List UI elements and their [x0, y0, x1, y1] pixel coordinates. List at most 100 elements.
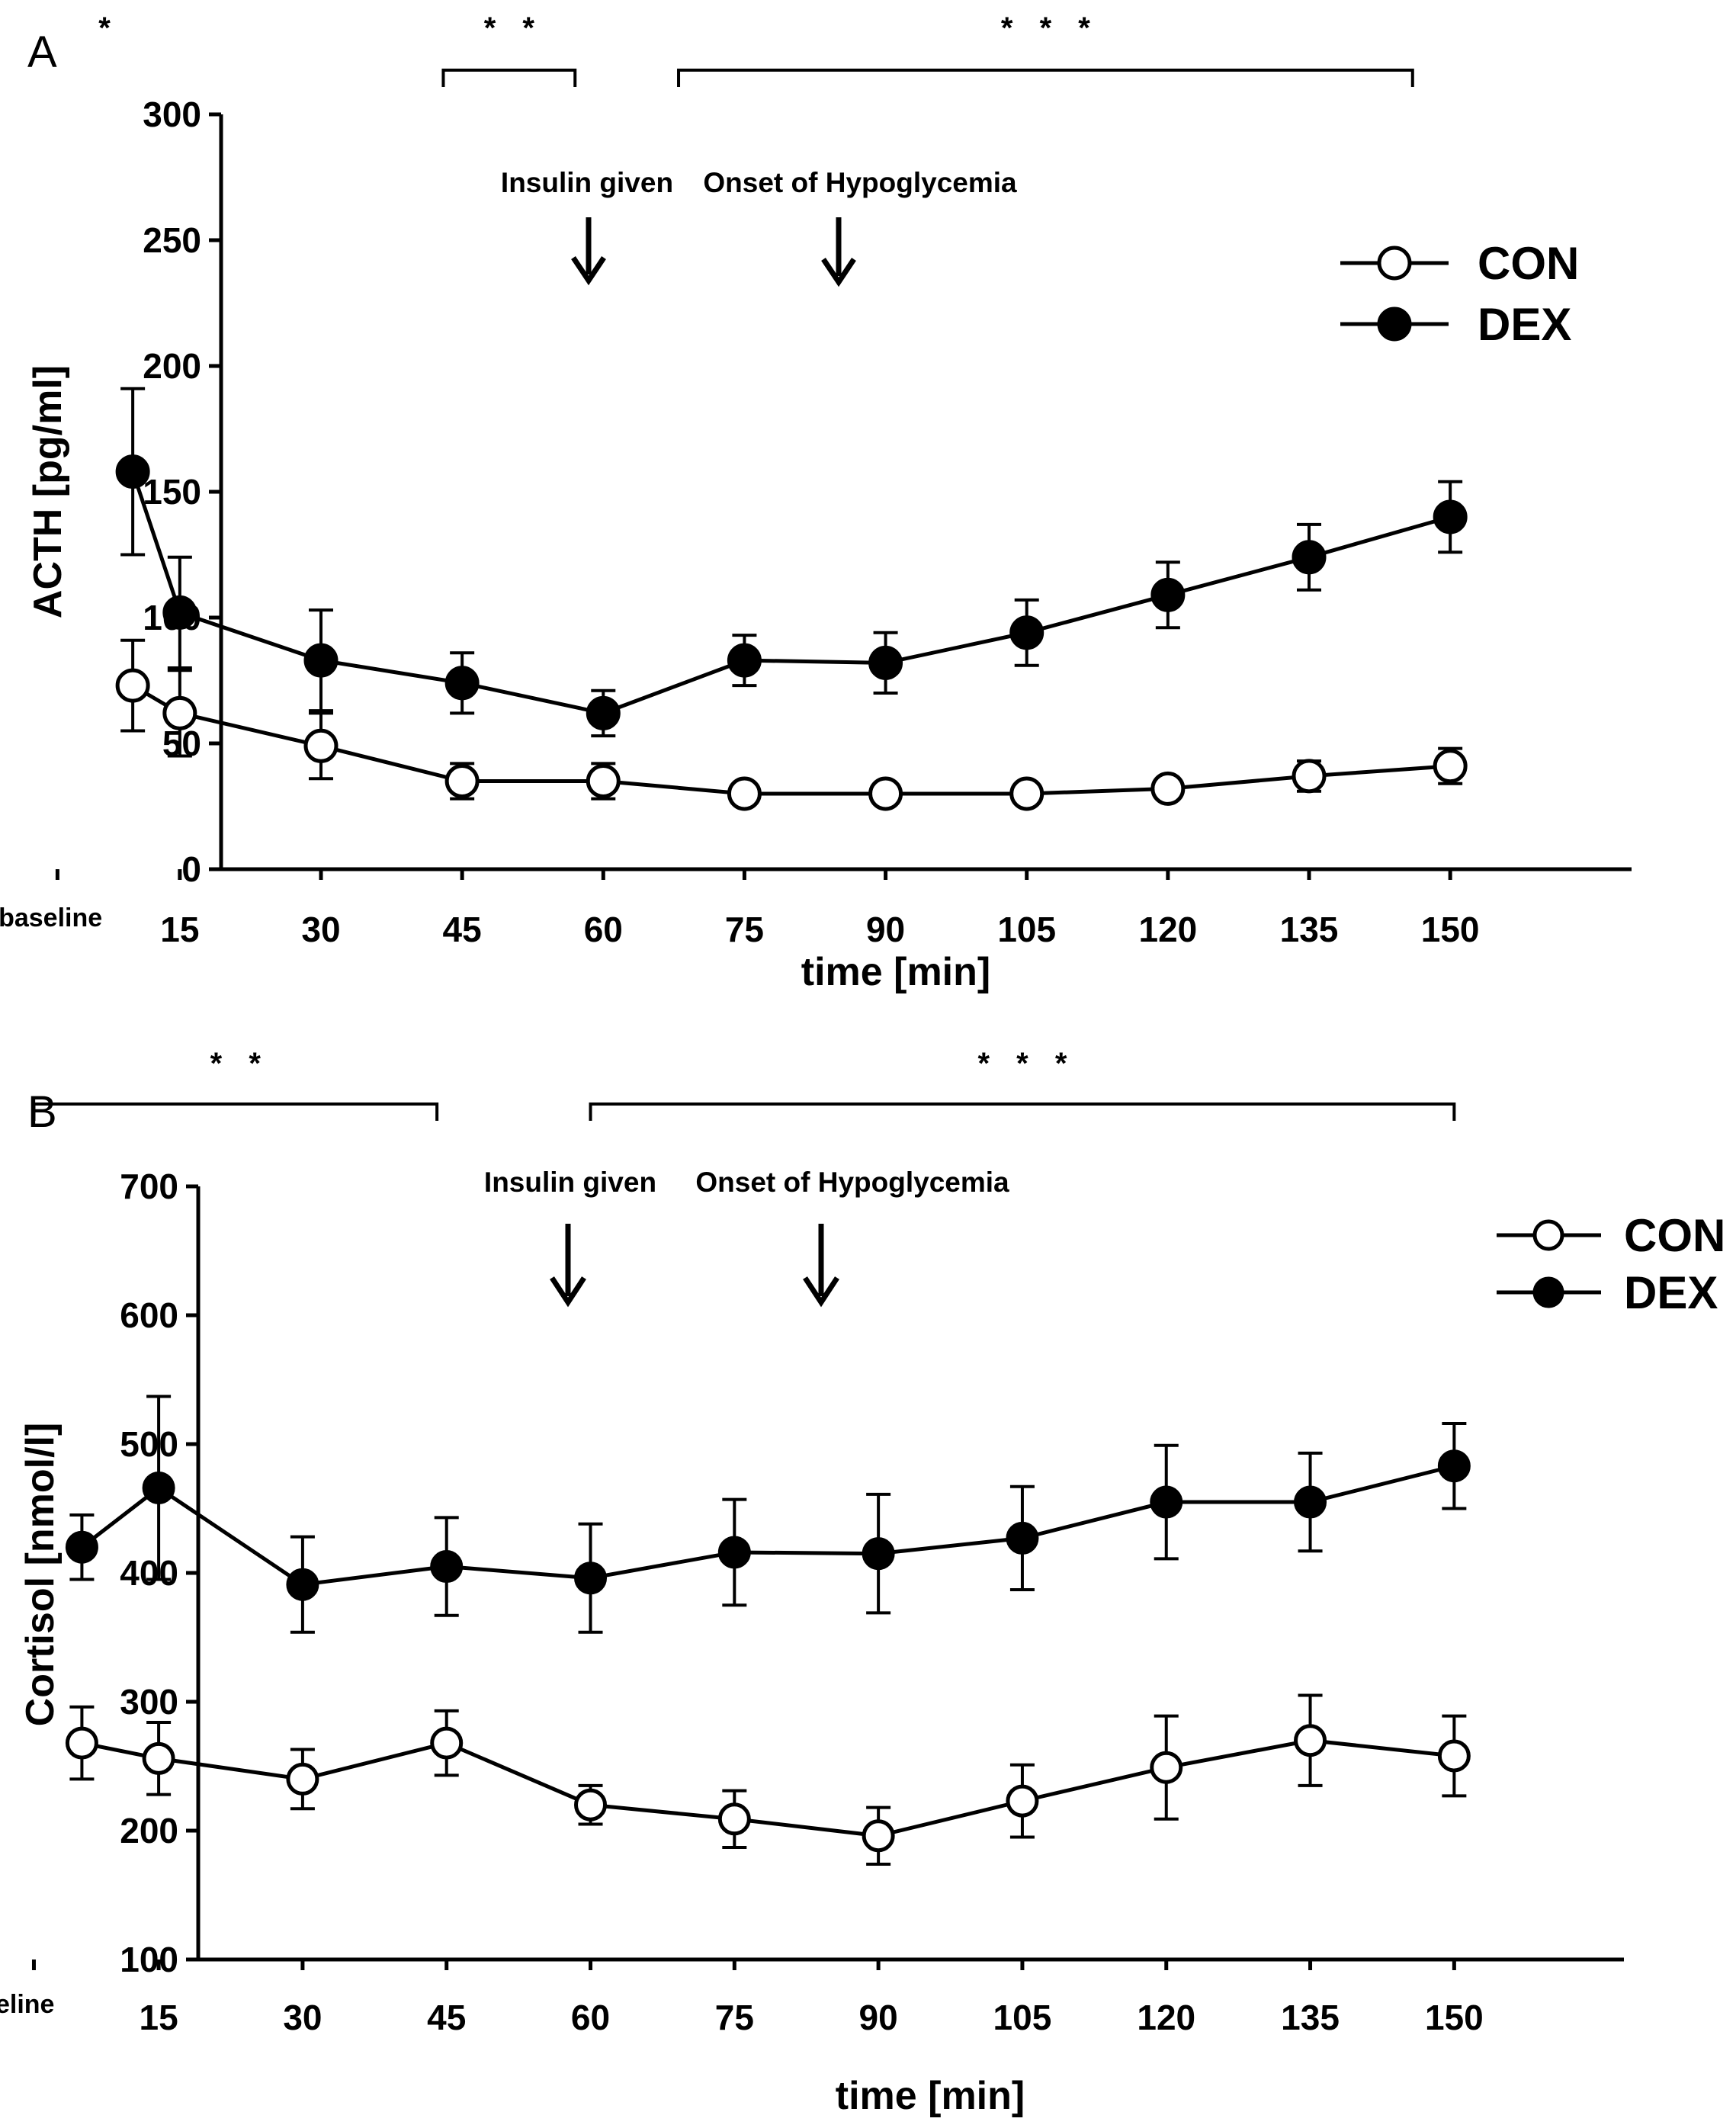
panel-b-y-ticks: 100 200 300 400 500 600 700 — [120, 1167, 198, 1979]
panel-b-insulin-arrow — [550, 1224, 586, 1308]
data-point — [1006, 1784, 1039, 1818]
data-point — [1294, 1724, 1327, 1757]
x-tick-label: 105 — [993, 1998, 1052, 2037]
series-dex — [115, 387, 1468, 738]
data-point — [303, 728, 339, 763]
data-point — [727, 643, 762, 678]
data-point — [1150, 1751, 1183, 1784]
data-point — [286, 1568, 319, 1601]
panel-a-onset-hypoglycemia-label: Onset of Hypoglycemia — [703, 167, 1017, 198]
significance-stars: * * — [210, 1047, 270, 1080]
panel-a-x-ticks: baseline 15 30 45 60 75 90 105 120 135 150 — [0, 869, 1480, 949]
data-point — [1437, 1739, 1471, 1773]
x-tick-label: 45 — [443, 910, 482, 949]
panel-b-x-axis-title: time [min] — [836, 2074, 1025, 2118]
y-tick-label: 700 — [120, 1167, 178, 1206]
panel-b-legend-con-label: CON — [1624, 1210, 1725, 1261]
panel-b-letter: B — [27, 1087, 57, 1137]
data-point — [430, 1726, 464, 1760]
data-point — [586, 764, 621, 798]
data-point — [1433, 499, 1468, 534]
series-con — [65, 1693, 1471, 1866]
y-tick-label: 300 — [143, 95, 201, 134]
data-point — [868, 776, 903, 811]
y-tick-label: 250 — [143, 220, 201, 260]
significance-stars: * * * — [1001, 11, 1099, 45]
y-tick-label: 300 — [120, 1682, 178, 1722]
data-point — [586, 695, 621, 730]
data-point — [1433, 749, 1468, 784]
x-tick-label: 60 — [571, 1998, 610, 2037]
panel-b-x-ticks: baseline 15 30 45 60 75 90 105 120 135 150 — [0, 1959, 1484, 2037]
data-point — [162, 595, 197, 630]
panel-a-insulin-arrow — [571, 217, 606, 286]
x-tick-label: 135 — [1281, 1998, 1340, 2037]
y-tick-label: 200 — [120, 1811, 178, 1850]
x-tick-label: 75 — [725, 910, 764, 949]
x-tick-label: 30 — [301, 910, 340, 949]
panel-b-onset-hypoglycemia-label: Onset of Hypoglycemia — [695, 1167, 1009, 1198]
data-point — [1292, 759, 1327, 794]
data-point — [444, 666, 480, 701]
y-tick-label: 400 — [120, 1553, 178, 1593]
data-point — [1437, 1449, 1471, 1483]
series-line — [80, 1464, 1455, 1587]
data-point — [162, 695, 197, 730]
data-point — [727, 776, 762, 811]
panel-b-y-axis-title: Cortisol [nmol/l] — [18, 1423, 63, 1727]
panel-a-legend-con-marker — [1377, 246, 1412, 281]
significance-bracket — [441, 69, 577, 87]
panel-b-insulin-given-label: Insulin given — [484, 1167, 656, 1198]
data-point — [717, 1802, 751, 1836]
panel-a-series — [115, 387, 1468, 811]
panel-b-cortisol-chart: B * * * * * 100 200 300 400 500 600 700 baselin… — [0, 1047, 1725, 2118]
series-line — [81, 1738, 1455, 1838]
data-point — [1150, 577, 1186, 612]
data-point — [142, 1471, 175, 1504]
data-point — [303, 643, 339, 678]
x-tick-label-baseline: baseline — [0, 1990, 54, 2019]
x-tick-label: 15 — [140, 1998, 178, 2037]
data-point — [1294, 1485, 1327, 1519]
series-con — [115, 638, 1468, 811]
significance-bracket — [677, 69, 1414, 87]
panel-b-legend: CON DEX — [1497, 1210, 1725, 1318]
x-tick-label: 90 — [866, 910, 905, 949]
y-tick-label: 100 — [120, 1940, 178, 1979]
panel-b-significance-markers: * * * * * — [32, 1047, 1456, 1121]
significance-stars: * — [98, 11, 120, 45]
x-tick-label: 135 — [1280, 910, 1339, 949]
x-tick-label: 75 — [715, 1998, 754, 2037]
panel-a-acth-chart: A ** ** * * 050100150200250300 baseline1… — [0, 11, 1632, 994]
significance-bracket — [32, 1103, 439, 1121]
panel-a-letter: A — [27, 27, 57, 77]
data-point — [868, 645, 903, 680]
panel-b-series — [65, 1395, 1471, 1866]
y-tick-label: 600 — [120, 1295, 178, 1335]
panel-a-legend-dex-label: DEX — [1478, 299, 1571, 350]
data-point — [574, 1561, 608, 1595]
y-tick-label: 0 — [181, 849, 201, 889]
panel-b-legend-con-marker — [1532, 1219, 1564, 1251]
data-point — [115, 668, 150, 703]
panel-a-legend-con-label: CON — [1478, 238, 1579, 289]
x-tick-label: 105 — [997, 910, 1056, 949]
y-tick-label: 200 — [143, 346, 201, 386]
data-point — [1009, 615, 1044, 650]
data-point — [115, 454, 150, 489]
y-tick-label: 500 — [120, 1424, 178, 1464]
significance-bracket — [589, 1103, 1456, 1121]
x-tick-label: 45 — [427, 1998, 466, 2037]
data-point — [286, 1762, 319, 1796]
panel-a-legend-dex-marker — [1377, 307, 1412, 342]
data-point — [65, 1726, 98, 1760]
panel-a-x-axis-title: time [min] — [801, 950, 990, 994]
x-tick-label: 15 — [160, 910, 199, 949]
series-dex — [65, 1395, 1471, 1634]
panel-a-legend: CON DEX — [1340, 238, 1579, 350]
x-tick-label: 90 — [859, 1998, 898, 2037]
series-line — [130, 470, 1451, 715]
y-tick-label: 150 — [143, 472, 201, 512]
panel-a-insulin-given-label: Insulin given — [501, 167, 673, 198]
panel-b-hypoglycemia-arrow — [803, 1224, 839, 1308]
